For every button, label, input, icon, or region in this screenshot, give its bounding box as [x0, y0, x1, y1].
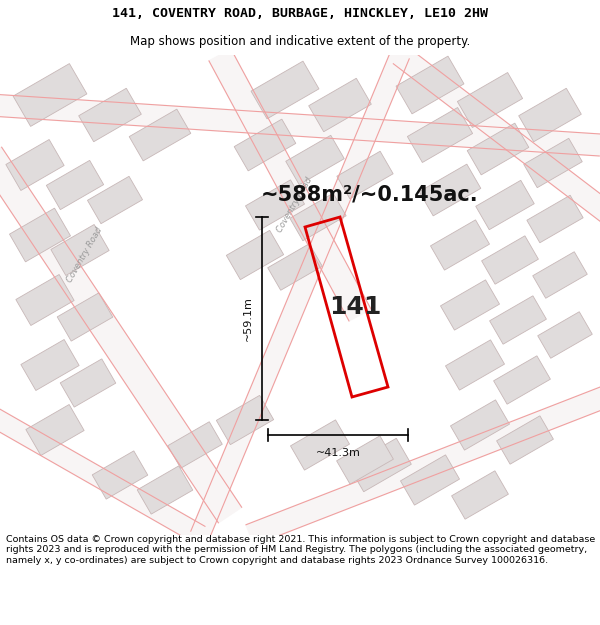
Polygon shape [476, 180, 534, 230]
Polygon shape [494, 356, 550, 404]
Polygon shape [6, 139, 64, 191]
Polygon shape [457, 72, 523, 127]
Polygon shape [268, 244, 322, 290]
Text: 141, COVENTRY ROAD, BURBAGE, HINCKLEY, LE10 2HW: 141, COVENTRY ROAD, BURBAGE, HINCKLEY, L… [112, 8, 488, 20]
Polygon shape [129, 109, 191, 161]
Text: Contains OS data © Crown copyright and database right 2021. This information is : Contains OS data © Crown copyright and d… [6, 535, 595, 565]
Polygon shape [538, 312, 592, 358]
Text: ~59.1m: ~59.1m [243, 296, 253, 341]
Polygon shape [191, 51, 409, 539]
Polygon shape [79, 88, 142, 142]
Polygon shape [137, 466, 193, 514]
Text: Coventry Road: Coventry Road [275, 176, 314, 234]
Polygon shape [226, 231, 284, 279]
Polygon shape [400, 455, 460, 505]
Polygon shape [430, 220, 490, 270]
Polygon shape [527, 195, 583, 242]
Polygon shape [60, 359, 116, 407]
Text: 141: 141 [329, 295, 381, 319]
Polygon shape [26, 404, 84, 456]
Polygon shape [246, 385, 600, 545]
Text: Map shows position and indicative extent of the property.: Map shows position and indicative extent… [130, 35, 470, 48]
Polygon shape [396, 56, 464, 114]
Polygon shape [46, 161, 104, 209]
Text: ~588m²/~0.145ac.: ~588m²/~0.145ac. [261, 185, 479, 205]
Polygon shape [88, 176, 143, 224]
Polygon shape [290, 420, 350, 470]
Text: ~41.3m: ~41.3m [316, 448, 361, 458]
Polygon shape [92, 451, 148, 499]
Polygon shape [0, 148, 242, 522]
Polygon shape [451, 400, 509, 450]
Polygon shape [51, 224, 109, 276]
Polygon shape [234, 119, 296, 171]
Polygon shape [10, 208, 71, 262]
Polygon shape [497, 416, 553, 464]
Polygon shape [394, 46, 600, 224]
Polygon shape [524, 138, 582, 188]
Polygon shape [337, 436, 394, 484]
Polygon shape [217, 396, 274, 444]
Polygon shape [490, 296, 547, 344]
Polygon shape [0, 94, 600, 156]
Polygon shape [419, 164, 481, 216]
Polygon shape [407, 107, 473, 162]
Text: Coventry Road: Coventry Road [65, 226, 104, 284]
Polygon shape [245, 180, 305, 230]
Polygon shape [440, 280, 500, 330]
Polygon shape [337, 151, 393, 199]
Polygon shape [349, 438, 412, 492]
Polygon shape [0, 406, 205, 544]
Polygon shape [290, 193, 346, 241]
Polygon shape [209, 49, 371, 321]
Polygon shape [168, 422, 222, 468]
Polygon shape [518, 88, 581, 142]
Polygon shape [452, 471, 508, 519]
Polygon shape [251, 61, 319, 119]
Polygon shape [21, 339, 79, 391]
Polygon shape [308, 78, 371, 132]
Polygon shape [445, 340, 505, 390]
Polygon shape [57, 293, 113, 341]
Polygon shape [482, 236, 538, 284]
Polygon shape [533, 252, 587, 298]
Polygon shape [286, 135, 344, 185]
Polygon shape [467, 123, 529, 175]
Polygon shape [13, 64, 87, 126]
Polygon shape [16, 274, 74, 326]
